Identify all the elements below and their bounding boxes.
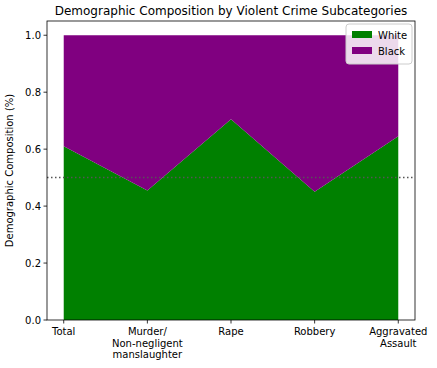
x-tick-label-line: Assault (380, 338, 417, 349)
legend (346, 24, 412, 64)
plot-area (47, 35, 415, 320)
x-tick-label-line: Total (51, 326, 75, 337)
x-tick-label: Rape (218, 326, 243, 337)
x-tick-label-line: Murder/ (128, 326, 168, 337)
x-tick-label-line: Aggravated (369, 326, 427, 337)
x-tick-label: Murder/Non-negligentmanslaughter (112, 326, 183, 360)
frame (47, 21, 415, 320)
y-axis-label: Demographic Composition (%) (4, 94, 15, 247)
x-tick-label: AggravatedAssault (369, 326, 427, 349)
title: Demographic Composition by Violent Crime… (55, 4, 408, 18)
x-tick-label-line: Non-negligent (112, 338, 183, 349)
y-tick-label: 0.2 (25, 258, 41, 269)
y-tick (44, 149, 48, 150)
y-tick (44, 206, 48, 207)
x-tick-label-line: Robbery (294, 326, 336, 337)
y-tick-label: 0.8 (25, 87, 41, 98)
chart: 0.0 0.2 0.4 0.6 0.8 1.0 Total Murder/Non-neglig… (0, 0, 437, 368)
reference-line (47, 177, 415, 179)
x-tick-label-line: Rape (218, 326, 243, 337)
x-tick (398, 320, 399, 324)
y-tick (44, 92, 48, 93)
legend-label: White (378, 30, 407, 41)
x-tick (231, 320, 232, 324)
x-tick-label: Total (51, 326, 75, 337)
x-tick-label: Robbery (294, 326, 336, 337)
legend-swatch (352, 47, 372, 54)
x-tick (314, 320, 315, 324)
y-tick-label: 0.0 (25, 315, 41, 326)
y-tick-label: 0.4 (25, 201, 41, 212)
y-tick-label: 0.6 (25, 144, 41, 155)
y-tick (44, 35, 48, 36)
y-tick-label: 1.0 (25, 30, 41, 41)
y-tick (44, 320, 48, 321)
x-tick-label-line: manslaughter (113, 349, 183, 360)
x-tick (63, 320, 64, 324)
x-tick (147, 320, 148, 324)
legend-swatch (352, 31, 372, 38)
y-tick (44, 263, 48, 264)
legend-label: Black (378, 46, 405, 57)
